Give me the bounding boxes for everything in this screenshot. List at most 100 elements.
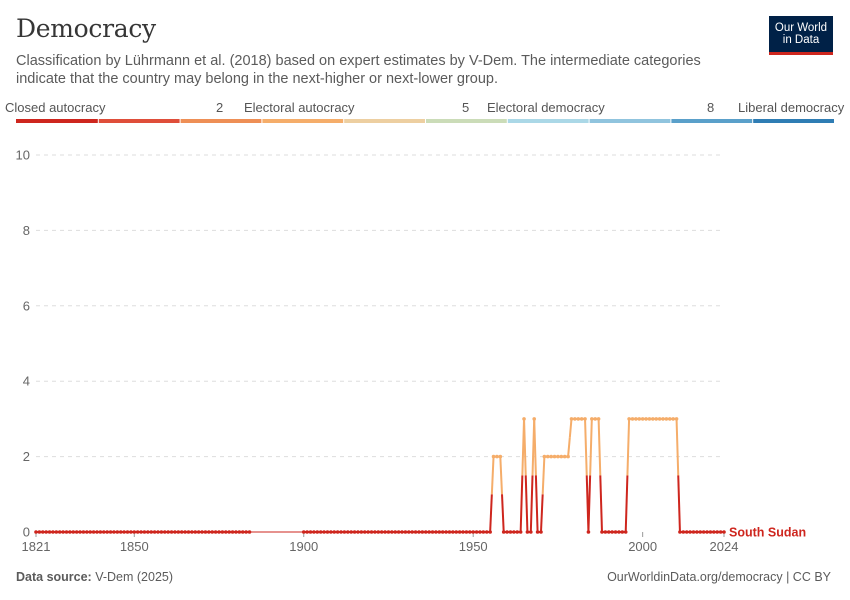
x-tick-label: 1821 — [22, 539, 51, 554]
data-point — [508, 530, 513, 534]
data-point — [152, 530, 157, 534]
y-tick-label: 0 — [23, 525, 30, 540]
data-point — [559, 454, 564, 459]
data-point — [444, 530, 448, 534]
data-point — [78, 530, 82, 534]
grid-lines — [36, 154, 724, 458]
data-point — [684, 530, 689, 534]
data-point — [654, 417, 659, 421]
data-point — [600, 530, 604, 534]
data-point — [196, 530, 201, 534]
data-point — [322, 530, 326, 534]
data-point — [132, 530, 137, 534]
data-point — [637, 417, 642, 421]
data-point — [61, 530, 65, 534]
data-point — [403, 530, 408, 534]
data-point — [162, 530, 167, 534]
data-point — [423, 530, 428, 534]
data-point — [705, 530, 709, 534]
data-point — [190, 530, 194, 534]
series-transition-line — [523, 418, 527, 476]
legend-segment-6 — [507, 119, 589, 123]
footer-url[interactable]: OurWorldinData.org/democracy | CC BY — [607, 570, 831, 584]
data-point — [101, 530, 106, 534]
data-point — [220, 530, 225, 534]
data-source: Data source: V-Dem (2025) — [16, 570, 173, 584]
series-transition-line — [626, 418, 631, 476]
y-tick-label: 4 — [23, 374, 30, 389]
data-source-value: V-Dem (2025) — [95, 570, 174, 584]
data-point — [586, 530, 591, 534]
data-point — [718, 530, 723, 534]
data-point — [386, 530, 391, 534]
data-point — [115, 530, 120, 534]
data-source-label: Data source: — [16, 570, 92, 584]
legend-segment-2 — [180, 119, 262, 123]
data-point — [373, 530, 377, 534]
legend-label-2: 2 — [216, 100, 224, 115]
series-transition-line — [533, 418, 537, 476]
data-point — [352, 530, 357, 534]
data-point — [698, 530, 703, 534]
data-point — [193, 530, 198, 534]
data-point — [667, 417, 672, 421]
series-transition-line — [489, 494, 493, 533]
legend-color-bar — [16, 119, 834, 123]
data-point — [708, 530, 713, 534]
data-point — [596, 417, 601, 421]
series-south-sudan[interactable] — [34, 417, 726, 534]
data-point — [213, 530, 218, 534]
data-point — [349, 530, 353, 534]
data-point — [244, 530, 248, 534]
data-point — [413, 530, 418, 534]
data-point — [142, 530, 147, 534]
data-point — [474, 530, 479, 534]
data-point — [135, 530, 140, 534]
data-point — [613, 530, 618, 534]
chart-title: Democracy — [16, 14, 156, 43]
data-point — [620, 530, 625, 534]
series-transition-line — [599, 475, 603, 533]
data-point — [91, 530, 96, 534]
data-point — [122, 530, 126, 534]
data-point — [610, 530, 614, 534]
series-transition-line — [499, 456, 504, 495]
legend-label-closed-autocracy: Closed autocracy — [5, 100, 106, 115]
data-point — [88, 530, 93, 534]
data-point — [539, 530, 543, 534]
x-tick-label: 2000 — [628, 539, 657, 554]
data-point — [688, 530, 692, 534]
series-transition-line — [568, 418, 573, 438]
data-point — [651, 417, 655, 421]
data-point — [393, 530, 398, 534]
series-transition-line — [584, 418, 588, 476]
data-point — [603, 530, 608, 534]
series-transition-line — [677, 475, 681, 533]
data-point — [437, 530, 442, 534]
data-point — [606, 530, 611, 534]
data-point — [627, 417, 631, 421]
data-point — [301, 530, 306, 534]
series-transition-line — [519, 475, 524, 533]
owid-logo[interactable]: Our World in Data — [769, 16, 833, 55]
series-label-south-sudan[interactable]: South Sudan — [729, 526, 806, 540]
data-point — [498, 454, 503, 459]
data-point — [71, 530, 76, 534]
data-point — [169, 530, 174, 534]
data-point — [695, 530, 699, 534]
data-point — [159, 530, 164, 534]
data-point — [593, 417, 598, 421]
data-point — [240, 530, 245, 534]
data-point — [176, 530, 181, 534]
logo-line-1: Our World — [774, 22, 828, 34]
data-point — [715, 530, 720, 534]
data-point — [691, 530, 696, 534]
legend-segment-9 — [753, 119, 834, 123]
legend-label-electoral-democracy: Electoral democracy — [487, 100, 605, 115]
series-transition-line — [534, 475, 539, 533]
series-transition-line — [585, 475, 590, 533]
data-point — [468, 530, 472, 534]
data-point — [535, 530, 540, 534]
data-point — [217, 530, 221, 534]
y-tick-label: 6 — [23, 298, 30, 313]
